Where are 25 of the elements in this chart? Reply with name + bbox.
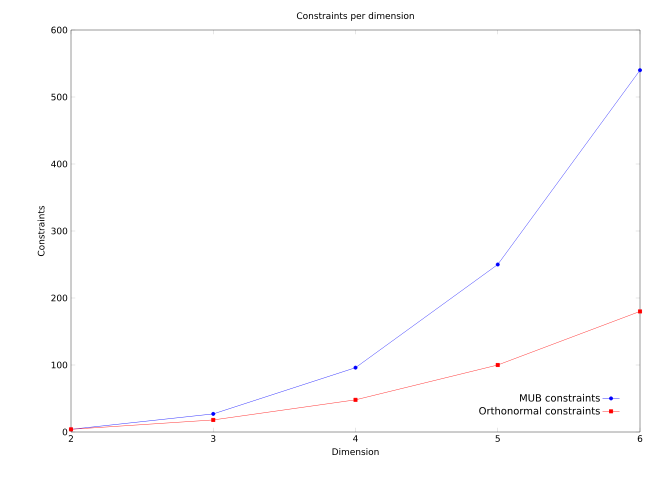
y-tick-label: 400 [51,160,68,168]
x-axis-title: Dimension [332,448,379,456]
y-tick-label: 200 [51,294,68,302]
point [638,309,642,314]
y-tick-label: 300 [51,228,68,234]
y-tick-label: 0 [62,428,68,436]
x-tick-label: 2 [68,435,73,442]
x-tick-label: 5 [496,435,500,442]
point [638,68,642,72]
x-tick-label: 4 [353,435,358,442]
chart-title: Constraints per dimension [296,12,414,21]
point [354,398,358,402]
y-tick-label: 500 [51,94,68,100]
y-tick-label: 100 [52,362,68,368]
point [354,366,358,370]
point [211,418,216,422]
point [211,412,216,416]
point [496,262,500,266]
point [496,363,500,367]
x-tick-label: 3 [211,435,216,442]
x-tick-label: 6 [638,435,642,442]
y-tick-label: 600 [51,26,68,34]
legend-label: MUB constraints [520,394,600,402]
y-axis-title: Constraints [38,206,45,256]
legend-label: Orthonormal constraints [479,406,600,415]
